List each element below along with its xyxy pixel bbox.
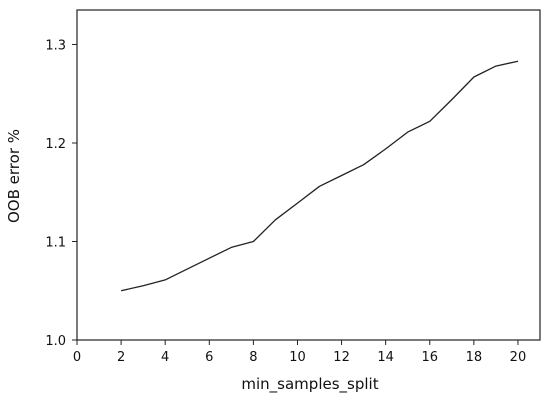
x-tick-label: 14 — [377, 350, 394, 365]
x-axis-label: min_samples_split — [241, 375, 378, 394]
x-tick-label: 18 — [466, 350, 483, 365]
y-axis-label: OOB error % — [5, 129, 23, 223]
x-tick-label: 4 — [161, 350, 169, 365]
y-tick-label: 1.2 — [45, 137, 66, 152]
series — [120, 60, 519, 292]
plot-frame — [76, 9, 541, 341]
x-tick-label: 10 — [289, 350, 306, 365]
x-tick-label: 16 — [421, 350, 438, 365]
y-tick-label: 1.0 — [45, 334, 66, 349]
axes — [76, 9, 541, 341]
x-tick-label: 0 — [73, 350, 81, 365]
x-tick-label: 20 — [510, 350, 527, 365]
x-tick-label: 2 — [117, 350, 125, 365]
x-tick-label: 6 — [205, 350, 213, 365]
y-tick-label: 1.3 — [45, 38, 66, 53]
y-tick-label: 1.1 — [45, 235, 66, 250]
ticks: 0 2 4 6 8 10 12 14 16 18 20 1.0 1.1 1.2 1.3 — [45, 38, 526, 365]
x-tick-label: 8 — [249, 350, 257, 365]
series-line — [120, 60, 519, 292]
x-tick-label: 12 — [333, 350, 350, 365]
